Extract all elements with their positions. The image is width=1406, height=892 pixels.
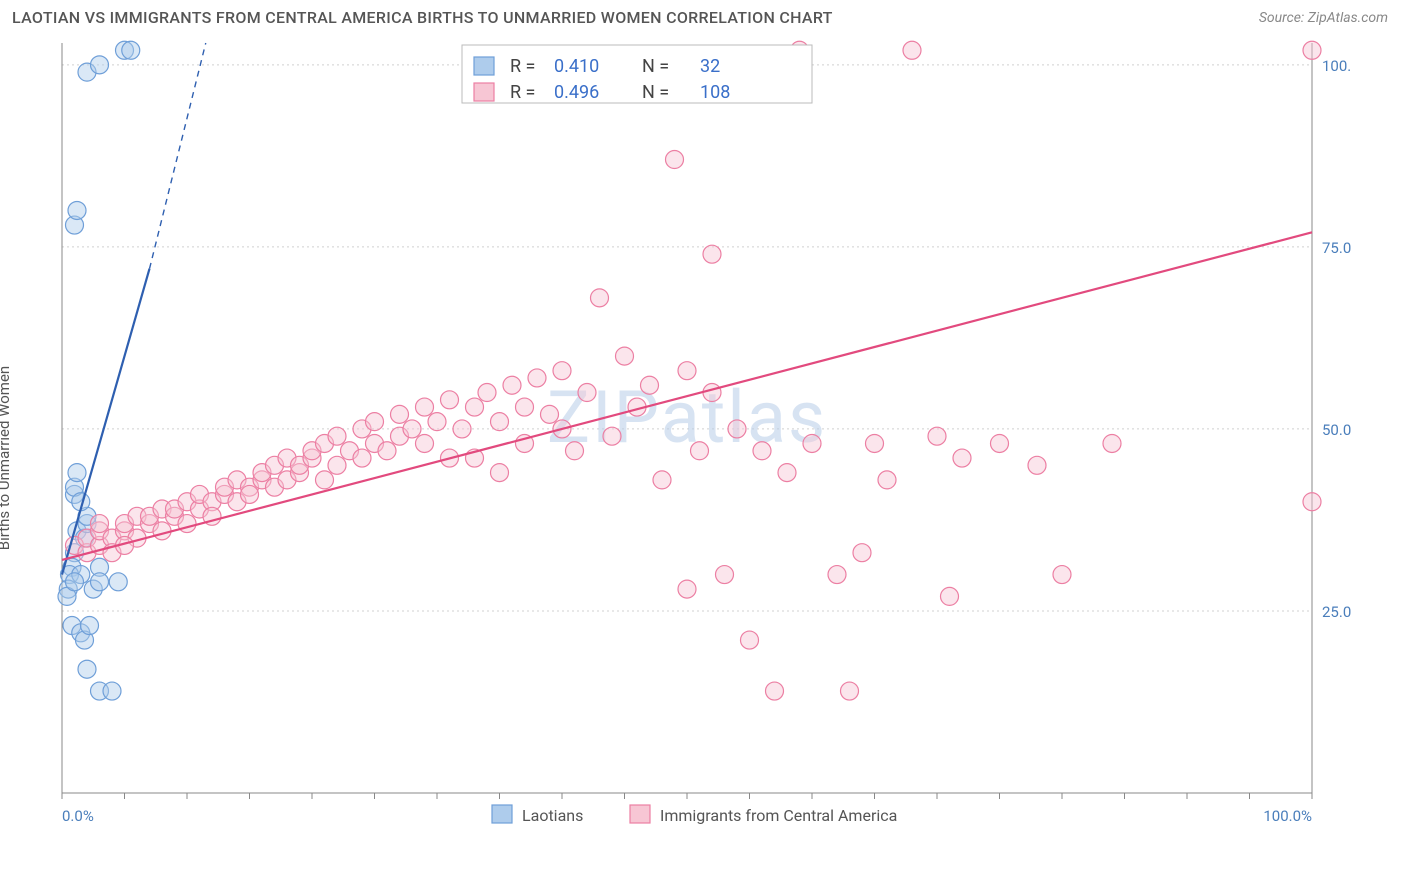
data-point (741, 631, 759, 649)
data-point (316, 471, 334, 489)
data-point (716, 566, 734, 584)
data-point (453, 420, 471, 438)
series-swatch (630, 805, 650, 823)
data-point (766, 682, 784, 700)
legend-r-value: 0.496 (554, 82, 599, 103)
legend-r-label: R = (510, 56, 535, 77)
series-label: Laotians (522, 806, 583, 825)
data-point (1028, 456, 1046, 474)
y-tick-label: 100.0% (1322, 57, 1352, 75)
y-tick-label: 75.0% (1322, 239, 1352, 257)
data-point (478, 384, 496, 402)
data-point (566, 442, 584, 460)
chart-area: Births to Unmarried Women ZIPatlas25.0%5… (12, 33, 1394, 883)
data-point (953, 449, 971, 467)
data-point (928, 427, 946, 445)
data-point (803, 434, 821, 452)
data-point (991, 434, 1009, 452)
data-point (241, 485, 259, 503)
x-tick-label: 100.0% (1263, 807, 1312, 825)
data-point (516, 398, 534, 416)
legend-swatch (474, 57, 494, 75)
legend-n-label: N = (642, 56, 669, 77)
data-point (491, 464, 509, 482)
legend-n-label: N = (642, 82, 669, 103)
data-point (591, 289, 609, 307)
data-point (66, 573, 84, 591)
data-point (1103, 434, 1121, 452)
data-point (678, 580, 696, 598)
y-tick-label: 50.0% (1322, 421, 1352, 439)
chart-header: LAOTIAN VS IMMIGRANTS FROM CENTRAL AMERI… (0, 0, 1406, 33)
data-point (328, 427, 346, 445)
series-label: Immigrants from Central America (660, 806, 897, 825)
trend-line (62, 232, 1312, 560)
data-point (603, 427, 621, 445)
data-point (1303, 41, 1321, 59)
data-point (91, 56, 109, 74)
data-point (416, 398, 434, 416)
legend-r-value: 0.410 (554, 56, 599, 77)
data-point (109, 573, 127, 591)
data-point (466, 398, 484, 416)
y-axis-label: Births to Unmarried Women (0, 366, 13, 550)
legend-r-label: R = (510, 82, 535, 103)
y-tick-label: 25.0% (1322, 603, 1352, 621)
data-point (653, 471, 671, 489)
data-point (378, 442, 396, 460)
data-point (553, 362, 571, 380)
trend-line-extrapolated (150, 43, 206, 269)
chart-source: Source: ZipAtlas.com (1259, 10, 1388, 26)
data-point (528, 369, 546, 387)
data-point (68, 464, 86, 482)
series-swatch (492, 805, 512, 823)
data-point (903, 41, 921, 59)
data-point (841, 682, 859, 700)
data-point (1303, 493, 1321, 511)
data-point (1053, 566, 1071, 584)
data-point (403, 420, 421, 438)
data-point (366, 413, 384, 431)
data-point (666, 151, 684, 169)
legend-swatch (474, 83, 494, 101)
data-point (122, 41, 140, 59)
x-tick-label: 0.0% (62, 807, 94, 825)
data-point (616, 347, 634, 365)
data-point (641, 376, 659, 394)
legend-n-value: 32 (700, 56, 720, 77)
data-point (81, 617, 99, 635)
data-point (153, 522, 171, 540)
scatter-plot: ZIPatlas25.0%50.0%75.0%100.0%0.0%100.0%R… (12, 33, 1352, 883)
data-point (878, 471, 896, 489)
data-point (91, 573, 109, 591)
data-point (541, 405, 559, 423)
data-point (828, 566, 846, 584)
data-point (941, 587, 959, 605)
legend-n-value: 108 (700, 82, 730, 103)
data-point (678, 362, 696, 380)
data-point (503, 376, 521, 394)
data-point (578, 384, 596, 402)
data-point (491, 413, 509, 431)
data-point (353, 449, 371, 467)
data-point (866, 434, 884, 452)
data-point (391, 405, 409, 423)
data-point (68, 201, 86, 219)
data-point (78, 660, 96, 678)
data-point (703, 384, 721, 402)
data-point (753, 442, 771, 460)
data-point (441, 391, 459, 409)
data-point (853, 544, 871, 562)
data-point (328, 456, 346, 474)
data-point (778, 464, 796, 482)
data-point (728, 420, 746, 438)
data-point (416, 434, 434, 452)
data-point (703, 245, 721, 263)
data-point (91, 515, 109, 533)
chart-title: LAOTIAN VS IMMIGRANTS FROM CENTRAL AMERI… (12, 8, 833, 27)
data-point (691, 442, 709, 460)
data-point (428, 413, 446, 431)
data-point (103, 682, 121, 700)
